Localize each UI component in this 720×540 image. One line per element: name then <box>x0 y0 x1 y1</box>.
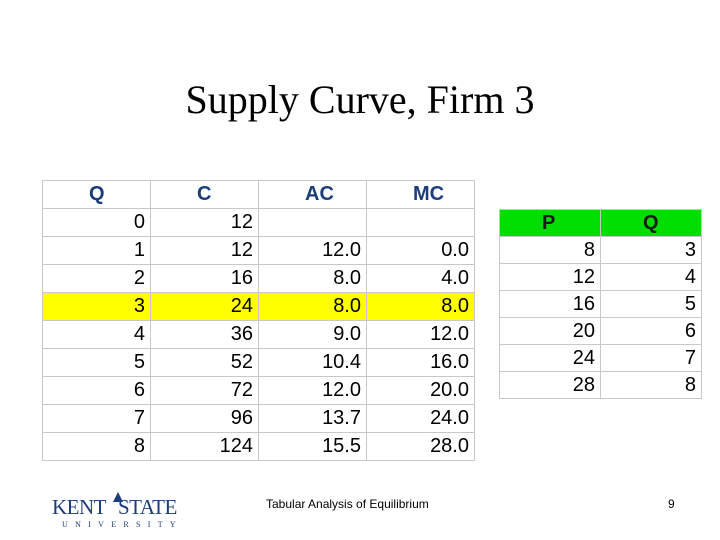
cell-mc: 24.0 <box>366 404 475 433</box>
table-row: 8 124 15.5 28.0 <box>42 432 475 461</box>
cell-mc: 12.0 <box>366 320 475 349</box>
cell-ac: 15.5 <box>258 432 367 461</box>
table-row: 3 24 8.0 8.0 <box>42 292 475 321</box>
cell-quantity: 3 <box>600 236 702 264</box>
cell-mc: 20.0 <box>366 376 475 405</box>
cell-ac: 10.4 <box>258 348 367 377</box>
header-ac: AC <box>258 180 367 209</box>
table-row: 6 72 12.0 20.0 <box>42 376 475 405</box>
table-row: 2 16 8.0 4.0 <box>42 264 475 293</box>
cell-ac: 12.0 <box>258 376 367 405</box>
cell-quantity: 6 <box>600 317 702 345</box>
cell-q: 7 <box>42 404 151 433</box>
footer-text: Tabular Analysis of Equilibrium <box>266 497 429 511</box>
cell-quantity: 5 <box>600 290 702 318</box>
cell-c: 72 <box>150 376 259 405</box>
table-row: 4 36 9.0 12.0 <box>42 320 475 349</box>
cell-ac: 12.0 <box>258 236 367 265</box>
spire-icon <box>113 492 123 502</box>
header-c: C <box>150 180 259 209</box>
cell-c: 16 <box>150 264 259 293</box>
header-mc: MC <box>366 180 475 209</box>
cell-c: 124 <box>150 432 259 461</box>
supply-table-header-row: P Q <box>499 209 702 237</box>
table-row: 7 96 13.7 24.0 <box>42 404 475 433</box>
cost-table: Q C AC MC 0 12 1 12 12.0 0.0 2 16 8.0 4.0 3 24 8.0 8.… <box>42 180 475 461</box>
table-row: 28 8 <box>499 371 702 399</box>
table-row: 1 12 12.0 0.0 <box>42 236 475 265</box>
cell-c: 36 <box>150 320 259 349</box>
header-q: Q <box>42 180 151 209</box>
logo-word-kent: KENT <box>52 495 107 519</box>
header-p: P <box>499 209 601 237</box>
cell-mc <box>366 208 475 237</box>
cell-ac: 9.0 <box>258 320 367 349</box>
table-row: 24 7 <box>499 344 702 372</box>
logo-subtitle: UNIVERSITY <box>62 520 183 529</box>
cell-price: 12 <box>499 263 601 291</box>
page-number: 9 <box>668 497 675 511</box>
cell-mc: 0.0 <box>366 236 475 265</box>
cell-q: 0 <box>42 208 151 237</box>
cell-q: 6 <box>42 376 151 405</box>
table-row: 0 12 <box>42 208 475 237</box>
cell-quantity: 7 <box>600 344 702 372</box>
cell-quantity: 8 <box>600 371 702 399</box>
kent-state-logo: KENT STATE UNIVERSITY <box>52 492 177 530</box>
cell-q: 1 <box>42 236 151 265</box>
cell-q: 4 <box>42 320 151 349</box>
cell-price: 20 <box>499 317 601 345</box>
cell-q: 5 <box>42 348 151 377</box>
cell-c: 96 <box>150 404 259 433</box>
cell-mc: 4.0 <box>366 264 475 293</box>
table-row: 20 6 <box>499 317 702 345</box>
table-row: 12 4 <box>499 263 702 291</box>
cell-ac: 8.0 <box>258 264 367 293</box>
cell-ac: 13.7 <box>258 404 367 433</box>
cell-price: 16 <box>499 290 601 318</box>
cell-c: 52 <box>150 348 259 377</box>
slide-title: Supply Curve, Firm 3 <box>185 77 535 122</box>
cell-ac <box>258 208 367 237</box>
cell-price: 8 <box>499 236 601 264</box>
cell-c: 12 <box>150 208 259 237</box>
cell-mc: 16.0 <box>366 348 475 377</box>
table-row: 5 52 10.4 16.0 <box>42 348 475 377</box>
cell-q: 2 <box>42 264 151 293</box>
cell-ac: 8.0 <box>258 292 367 321</box>
cell-q: 8 <box>42 432 151 461</box>
supply-table: P Q 8 3 12 4 16 5 20 6 24 7 28 8 <box>499 209 702 399</box>
cell-quantity: 4 <box>600 263 702 291</box>
cost-table-header-row: Q C AC MC <box>42 180 475 209</box>
cell-mc: 28.0 <box>366 432 475 461</box>
header-q-supply: Q <box>600 209 702 237</box>
cell-c: 12 <box>150 236 259 265</box>
cell-c: 24 <box>150 292 259 321</box>
cell-price: 24 <box>499 344 601 372</box>
table-row: 16 5 <box>499 290 702 318</box>
cell-price: 28 <box>499 371 601 399</box>
cell-q: 3 <box>42 292 151 321</box>
logo-word-state: STATE <box>118 495 177 519</box>
cell-mc: 8.0 <box>366 292 475 321</box>
